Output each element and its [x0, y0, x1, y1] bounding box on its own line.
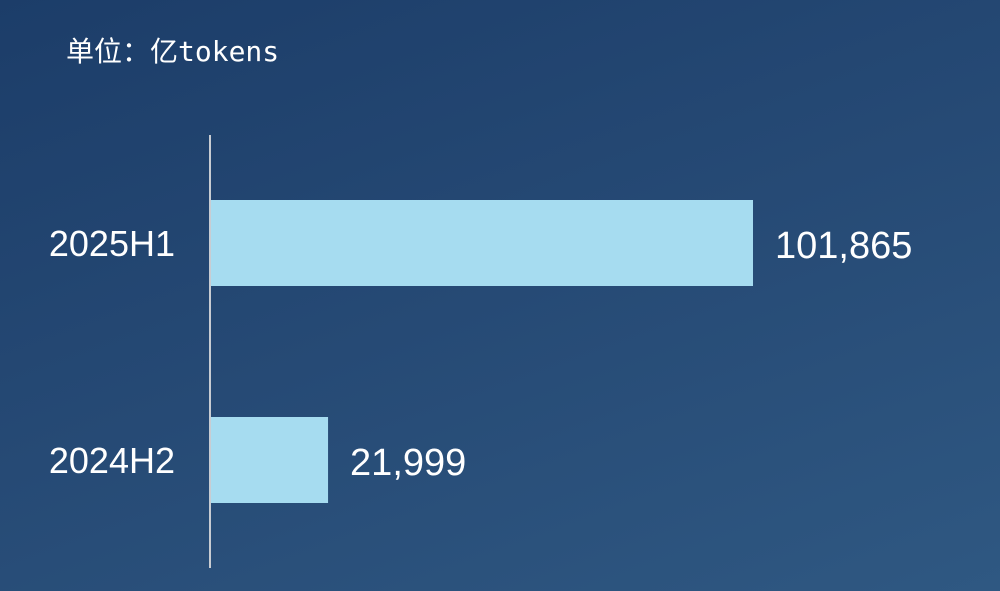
- bar-2024H2: [211, 417, 329, 503]
- category-label: 2024H2: [49, 440, 175, 481]
- data-label: 101,865: [775, 225, 912, 267]
- bar-2025H1: [211, 200, 753, 286]
- category-label: 2025H1: [49, 223, 175, 264]
- data-label: 21,999: [350, 442, 466, 484]
- unit-label: 单位：亿tokens: [66, 35, 280, 68]
